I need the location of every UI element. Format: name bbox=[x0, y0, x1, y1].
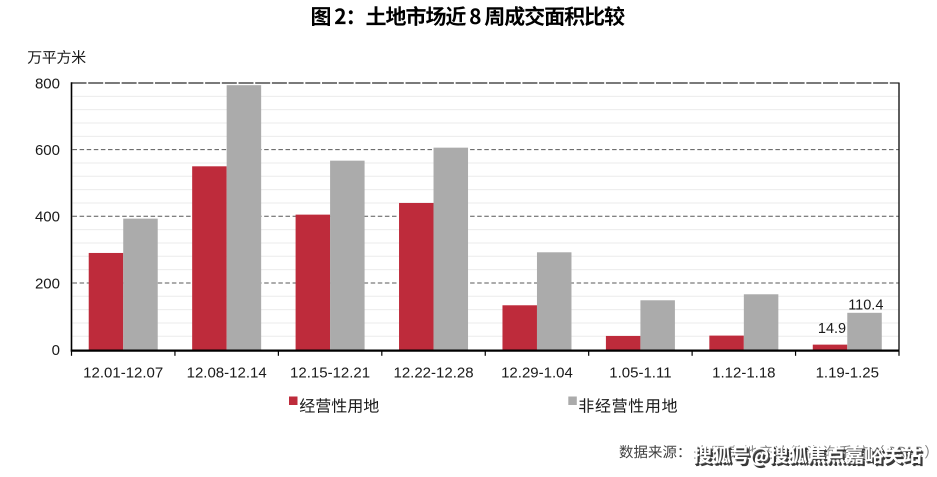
svg-text:1.19-1.25: 1.19-1.25 bbox=[816, 364, 879, 381]
svg-text:14.9: 14.9 bbox=[818, 321, 846, 337]
svg-text:200: 200 bbox=[35, 275, 60, 292]
svg-text:1.05-1.11: 1.05-1.11 bbox=[609, 364, 671, 381]
svg-text:600: 600 bbox=[35, 142, 60, 159]
svg-text:800: 800 bbox=[35, 75, 60, 92]
svg-text:12.08-12.14: 12.08-12.14 bbox=[187, 364, 267, 381]
svg-text:12.22-12.28: 12.22-12.28 bbox=[393, 364, 473, 381]
svg-text:12.29-1.04: 12.29-1.04 bbox=[501, 364, 573, 381]
svg-text:110.4: 110.4 bbox=[848, 298, 883, 314]
svg-text:0: 0 bbox=[52, 342, 60, 359]
svg-text:1.12-1.18: 1.12-1.18 bbox=[712, 364, 775, 381]
svg-text:400: 400 bbox=[35, 209, 60, 226]
svg-text:12.15-12.21: 12.15-12.21 bbox=[290, 364, 370, 381]
svg-text:12.01-12.07: 12.01-12.07 bbox=[83, 364, 163, 381]
